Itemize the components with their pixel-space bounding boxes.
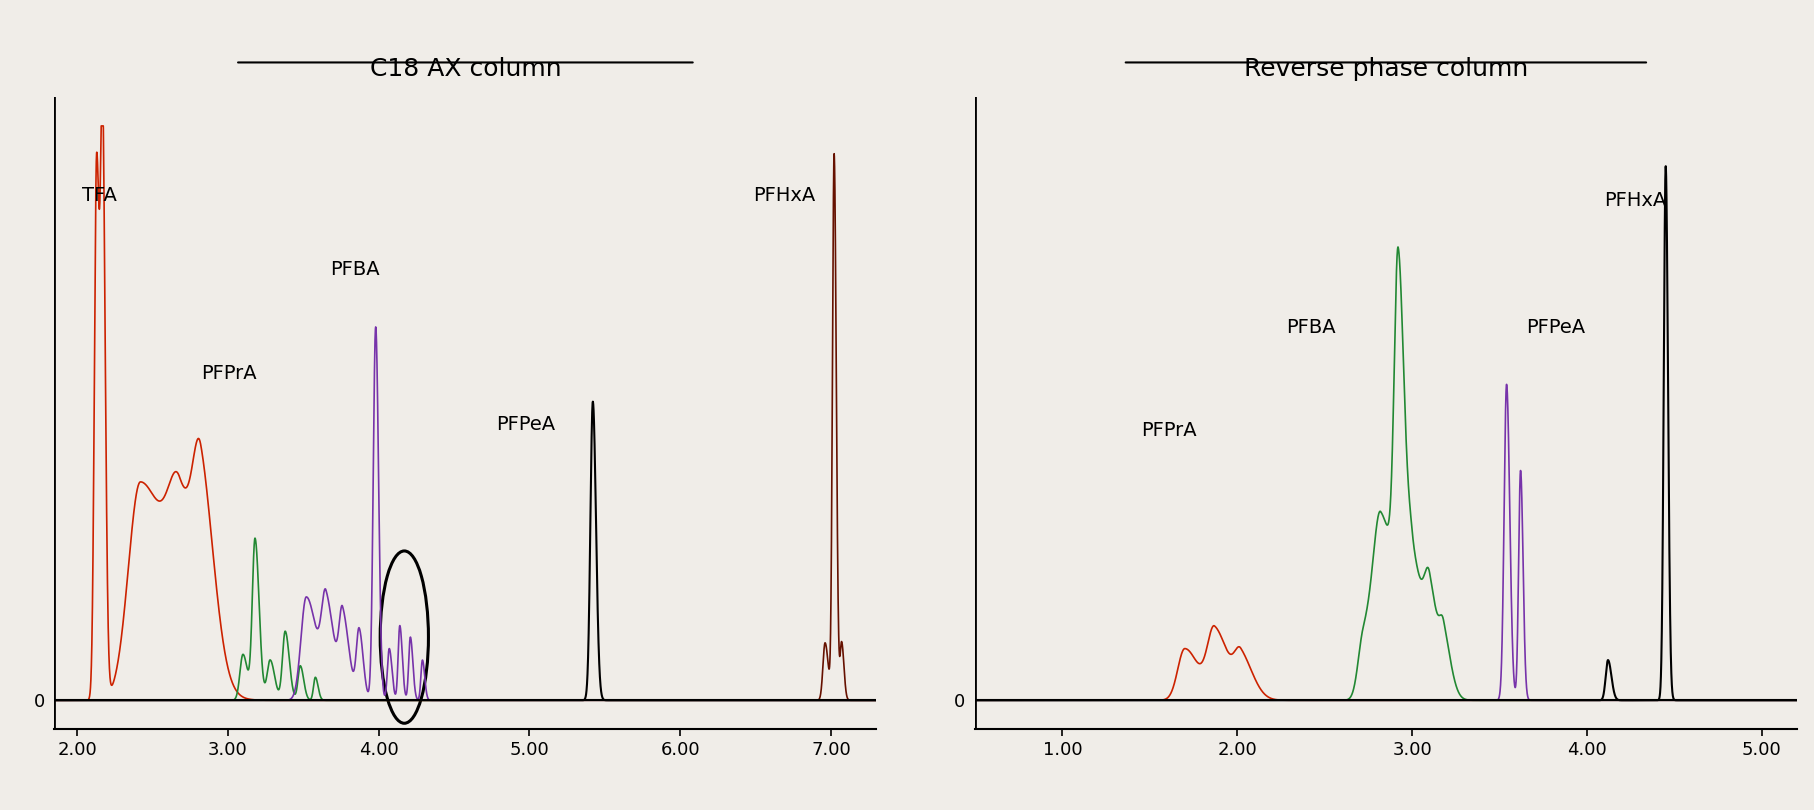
Title: C18 AX column: C18 AX column xyxy=(370,58,561,81)
Text: PFPrA: PFPrA xyxy=(1141,421,1195,440)
Text: PFBA: PFBA xyxy=(330,260,379,279)
Text: PFPeA: PFPeA xyxy=(1526,318,1584,337)
Text: PFHxA: PFHxA xyxy=(753,185,814,205)
Text: PFPrA: PFPrA xyxy=(201,364,256,382)
Text: TFA: TFA xyxy=(82,185,116,205)
Title: Reverse phase column: Reverse phase column xyxy=(1243,58,1527,81)
Text: PFBA: PFBA xyxy=(1286,318,1335,337)
Text: PFPeA: PFPeA xyxy=(495,416,555,434)
Text: PFHxA: PFHxA xyxy=(1604,191,1665,211)
